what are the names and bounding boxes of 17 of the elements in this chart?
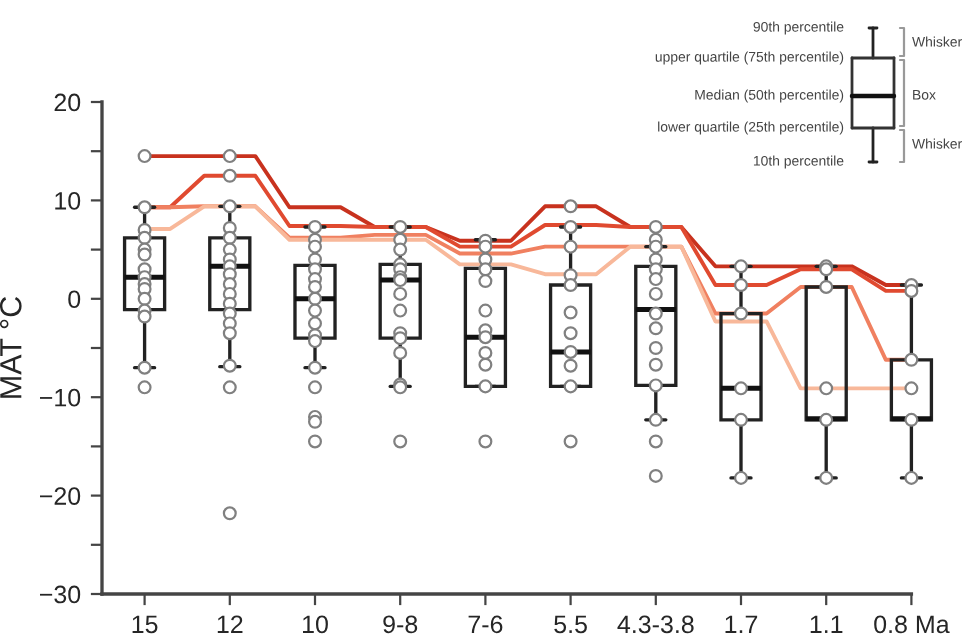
y-axis-title: MAT °C (0, 296, 22, 398)
x-tick-label: 12 (217, 615, 243, 633)
x-tick-label: 0.8 Ma (874, 615, 950, 634)
x-tick-label: 4.3-3.8 (617, 615, 694, 634)
x-tick-label: 5.5 (554, 615, 587, 634)
x-tick-label: 1.1 (810, 615, 843, 633)
y-tick-label: −30 (39, 585, 81, 604)
x-tick-label: 7-6 (468, 615, 503, 634)
y-tick-label: 20 (54, 93, 81, 112)
x-tick-label: 1.7 (725, 615, 758, 633)
x-tick-label: 10 (303, 615, 328, 634)
y-tick-label: −10 (39, 388, 81, 407)
y-tick-label: 10 (55, 192, 81, 210)
x-tick-label: 15 (132, 615, 158, 634)
x-tick-label: 9-8 (383, 615, 418, 634)
y-tick-label: −20 (39, 487, 81, 505)
y-tick-label: 0 (68, 290, 81, 309)
